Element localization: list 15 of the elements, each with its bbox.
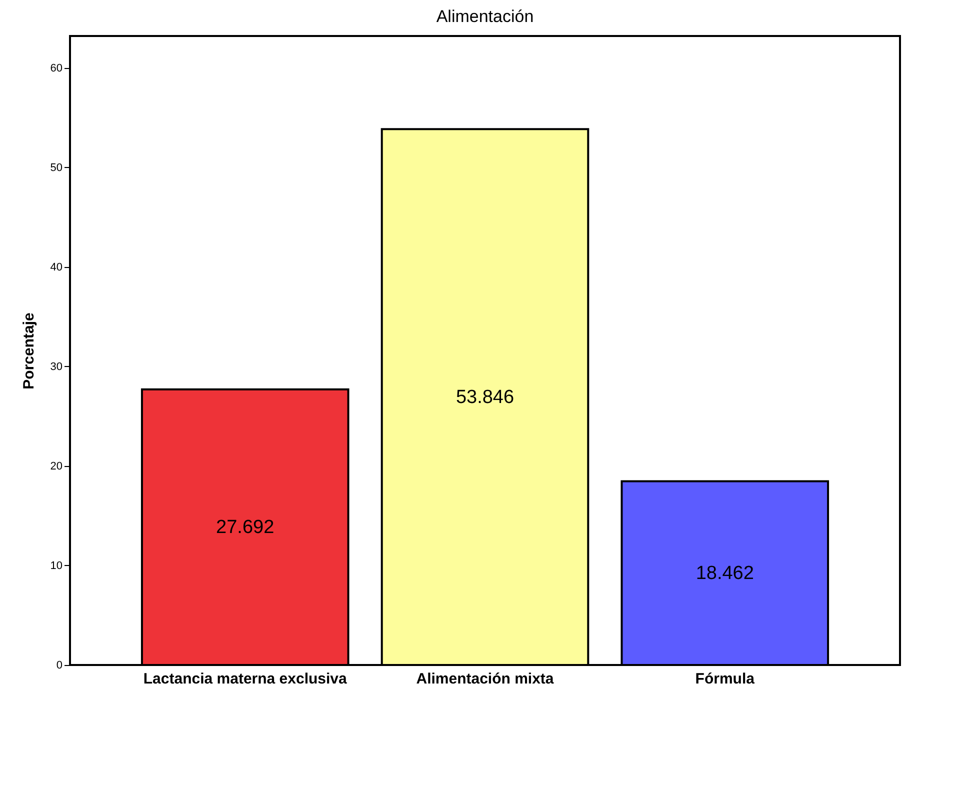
y-tick-label: 40 xyxy=(50,261,62,274)
y-tick-label: 0 xyxy=(56,660,62,672)
x-tick-label: Lactancia materna exclusiva xyxy=(143,670,348,688)
y-axis-title: Porcentaje xyxy=(20,312,38,390)
y-tick-label: 10 xyxy=(50,560,62,572)
chart-title: Alimentación xyxy=(436,7,534,26)
x-tick-label: Fórmula xyxy=(695,670,756,688)
data-label: 53.846 xyxy=(456,387,514,408)
data-label: 18.462 xyxy=(696,563,754,584)
data-label: 27.692 xyxy=(216,517,274,538)
y-tick-label: 50 xyxy=(50,162,62,174)
y-tick-label: 30 xyxy=(50,360,62,373)
x-tick-label: Alimentación mixta xyxy=(416,670,554,688)
y-tick-label: 60 xyxy=(50,62,62,74)
y-tick-label: 20 xyxy=(50,460,62,472)
